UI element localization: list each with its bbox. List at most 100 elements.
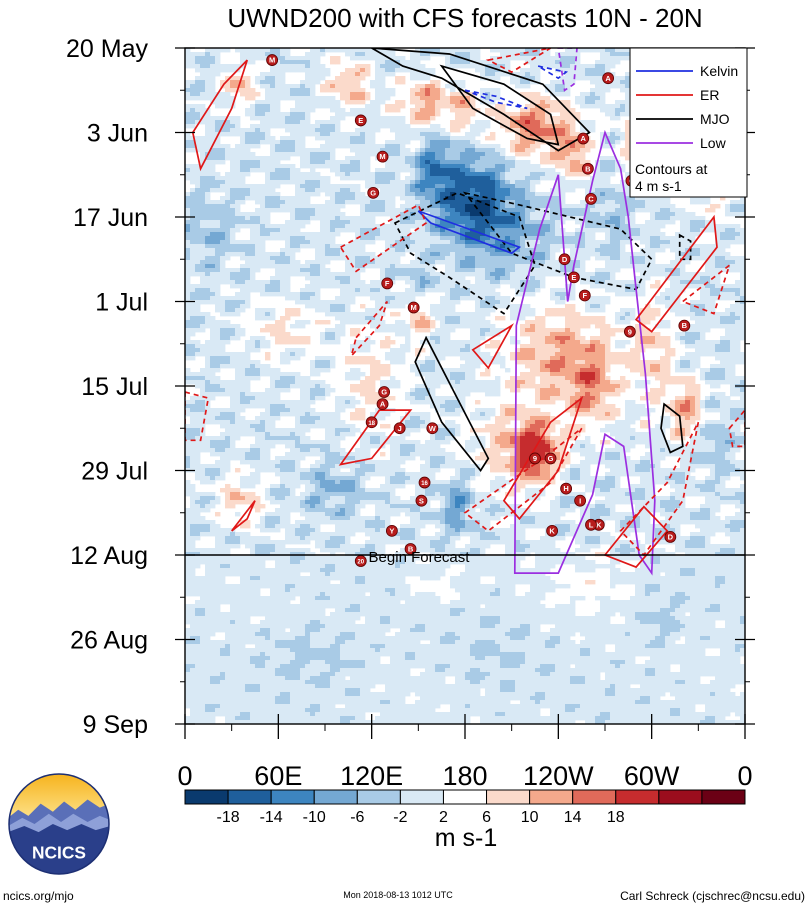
field-cell: [725, 260, 731, 265]
field-cell: [385, 260, 391, 265]
field-cell: [560, 264, 566, 269]
field-cell: [395, 144, 401, 149]
field-cell: [670, 208, 676, 213]
field-cell: [455, 256, 461, 261]
field-cell: [190, 56, 196, 61]
field-cell: [485, 112, 491, 117]
field-cell: [200, 168, 206, 173]
field-cell: [525, 268, 531, 273]
field-cell: [305, 212, 311, 217]
field-cell: [620, 56, 626, 61]
field-cell: [495, 160, 501, 165]
field-cell: [470, 232, 476, 237]
field-cell: [435, 196, 441, 201]
field-cell: [345, 216, 351, 221]
field-cell: [635, 208, 641, 213]
field-cell: [190, 240, 196, 245]
field-cell: [270, 228, 276, 233]
field-cell: [560, 268, 566, 273]
field-cell: [555, 188, 561, 193]
field-cell: [455, 244, 461, 249]
field-cell: [220, 208, 226, 213]
field-cell: [325, 240, 331, 245]
field-cell: [275, 236, 281, 241]
field-cell: [555, 216, 561, 221]
field-cell: [405, 220, 411, 225]
field-cell: [275, 68, 281, 73]
field-cell: [315, 264, 321, 269]
field-cell: [480, 220, 486, 225]
field-cell: [345, 224, 351, 229]
field-cell: [425, 184, 431, 189]
field-cell: [490, 200, 496, 205]
field-cell: [605, 188, 611, 193]
field-cell: [530, 168, 536, 173]
field-cell: [225, 88, 231, 93]
field-cell: [455, 252, 461, 257]
field-cell: [455, 120, 461, 125]
field-cell: [195, 268, 201, 273]
field-cell: [490, 216, 496, 221]
field-cell: [535, 76, 541, 81]
field-cell: [425, 116, 431, 121]
field-cell: [250, 240, 256, 245]
field-cell: [470, 112, 476, 117]
field-cell: [190, 204, 196, 209]
field-cell: [450, 224, 456, 229]
field-cell: [280, 124, 286, 129]
field-cell: [215, 248, 221, 253]
field-cell: [505, 244, 511, 249]
field-cell: [510, 228, 516, 233]
field-cell: [525, 188, 531, 193]
field-cell: [430, 68, 436, 73]
field-cell: [305, 152, 311, 157]
field-cell: [235, 200, 241, 205]
field-cell: [400, 244, 406, 249]
field-cell: [305, 88, 311, 93]
field-cell: [210, 92, 216, 97]
field-cell: [490, 56, 496, 61]
field-cell: [205, 176, 211, 181]
field-cell: [560, 124, 566, 129]
field-cell: [310, 92, 316, 97]
field-cell: [230, 208, 236, 213]
field-cell: [615, 140, 621, 145]
field-cell: [400, 224, 406, 229]
field-cell: [190, 64, 196, 69]
field-cell: [530, 248, 536, 253]
field-cell: [605, 196, 611, 201]
field-cell: [565, 244, 571, 249]
field-cell: [440, 188, 446, 193]
field-cell: [265, 204, 271, 209]
field-cell: [545, 60, 551, 65]
field-cell: [645, 256, 651, 261]
field-cell: [715, 228, 721, 233]
field-cell: [360, 200, 366, 205]
field-cell: [190, 116, 196, 121]
field-cell: [200, 192, 206, 197]
field-cell: [330, 272, 336, 277]
field-cell: [250, 168, 256, 173]
field-cell: [225, 92, 231, 97]
field-cell: [335, 228, 341, 233]
field-cell: [185, 56, 191, 61]
field-cell: [560, 196, 566, 201]
field-cell: [685, 220, 691, 225]
field-cell: [460, 180, 466, 185]
field-cell: [360, 112, 366, 117]
field-cell: [630, 264, 636, 269]
field-cell: [575, 204, 581, 209]
field-cell: [340, 220, 346, 225]
field-cell: [250, 196, 256, 201]
field-cell: [490, 92, 496, 97]
field-cell: [520, 240, 526, 245]
field-cell: [380, 100, 386, 105]
field-cell: [265, 208, 271, 213]
field-cell: [500, 184, 506, 189]
field-cell: [220, 96, 226, 101]
field-cell: [460, 164, 466, 169]
field-cell: [205, 112, 211, 117]
field-cell: [400, 160, 406, 165]
field-cell: [265, 228, 271, 233]
field-cell: [260, 128, 266, 133]
